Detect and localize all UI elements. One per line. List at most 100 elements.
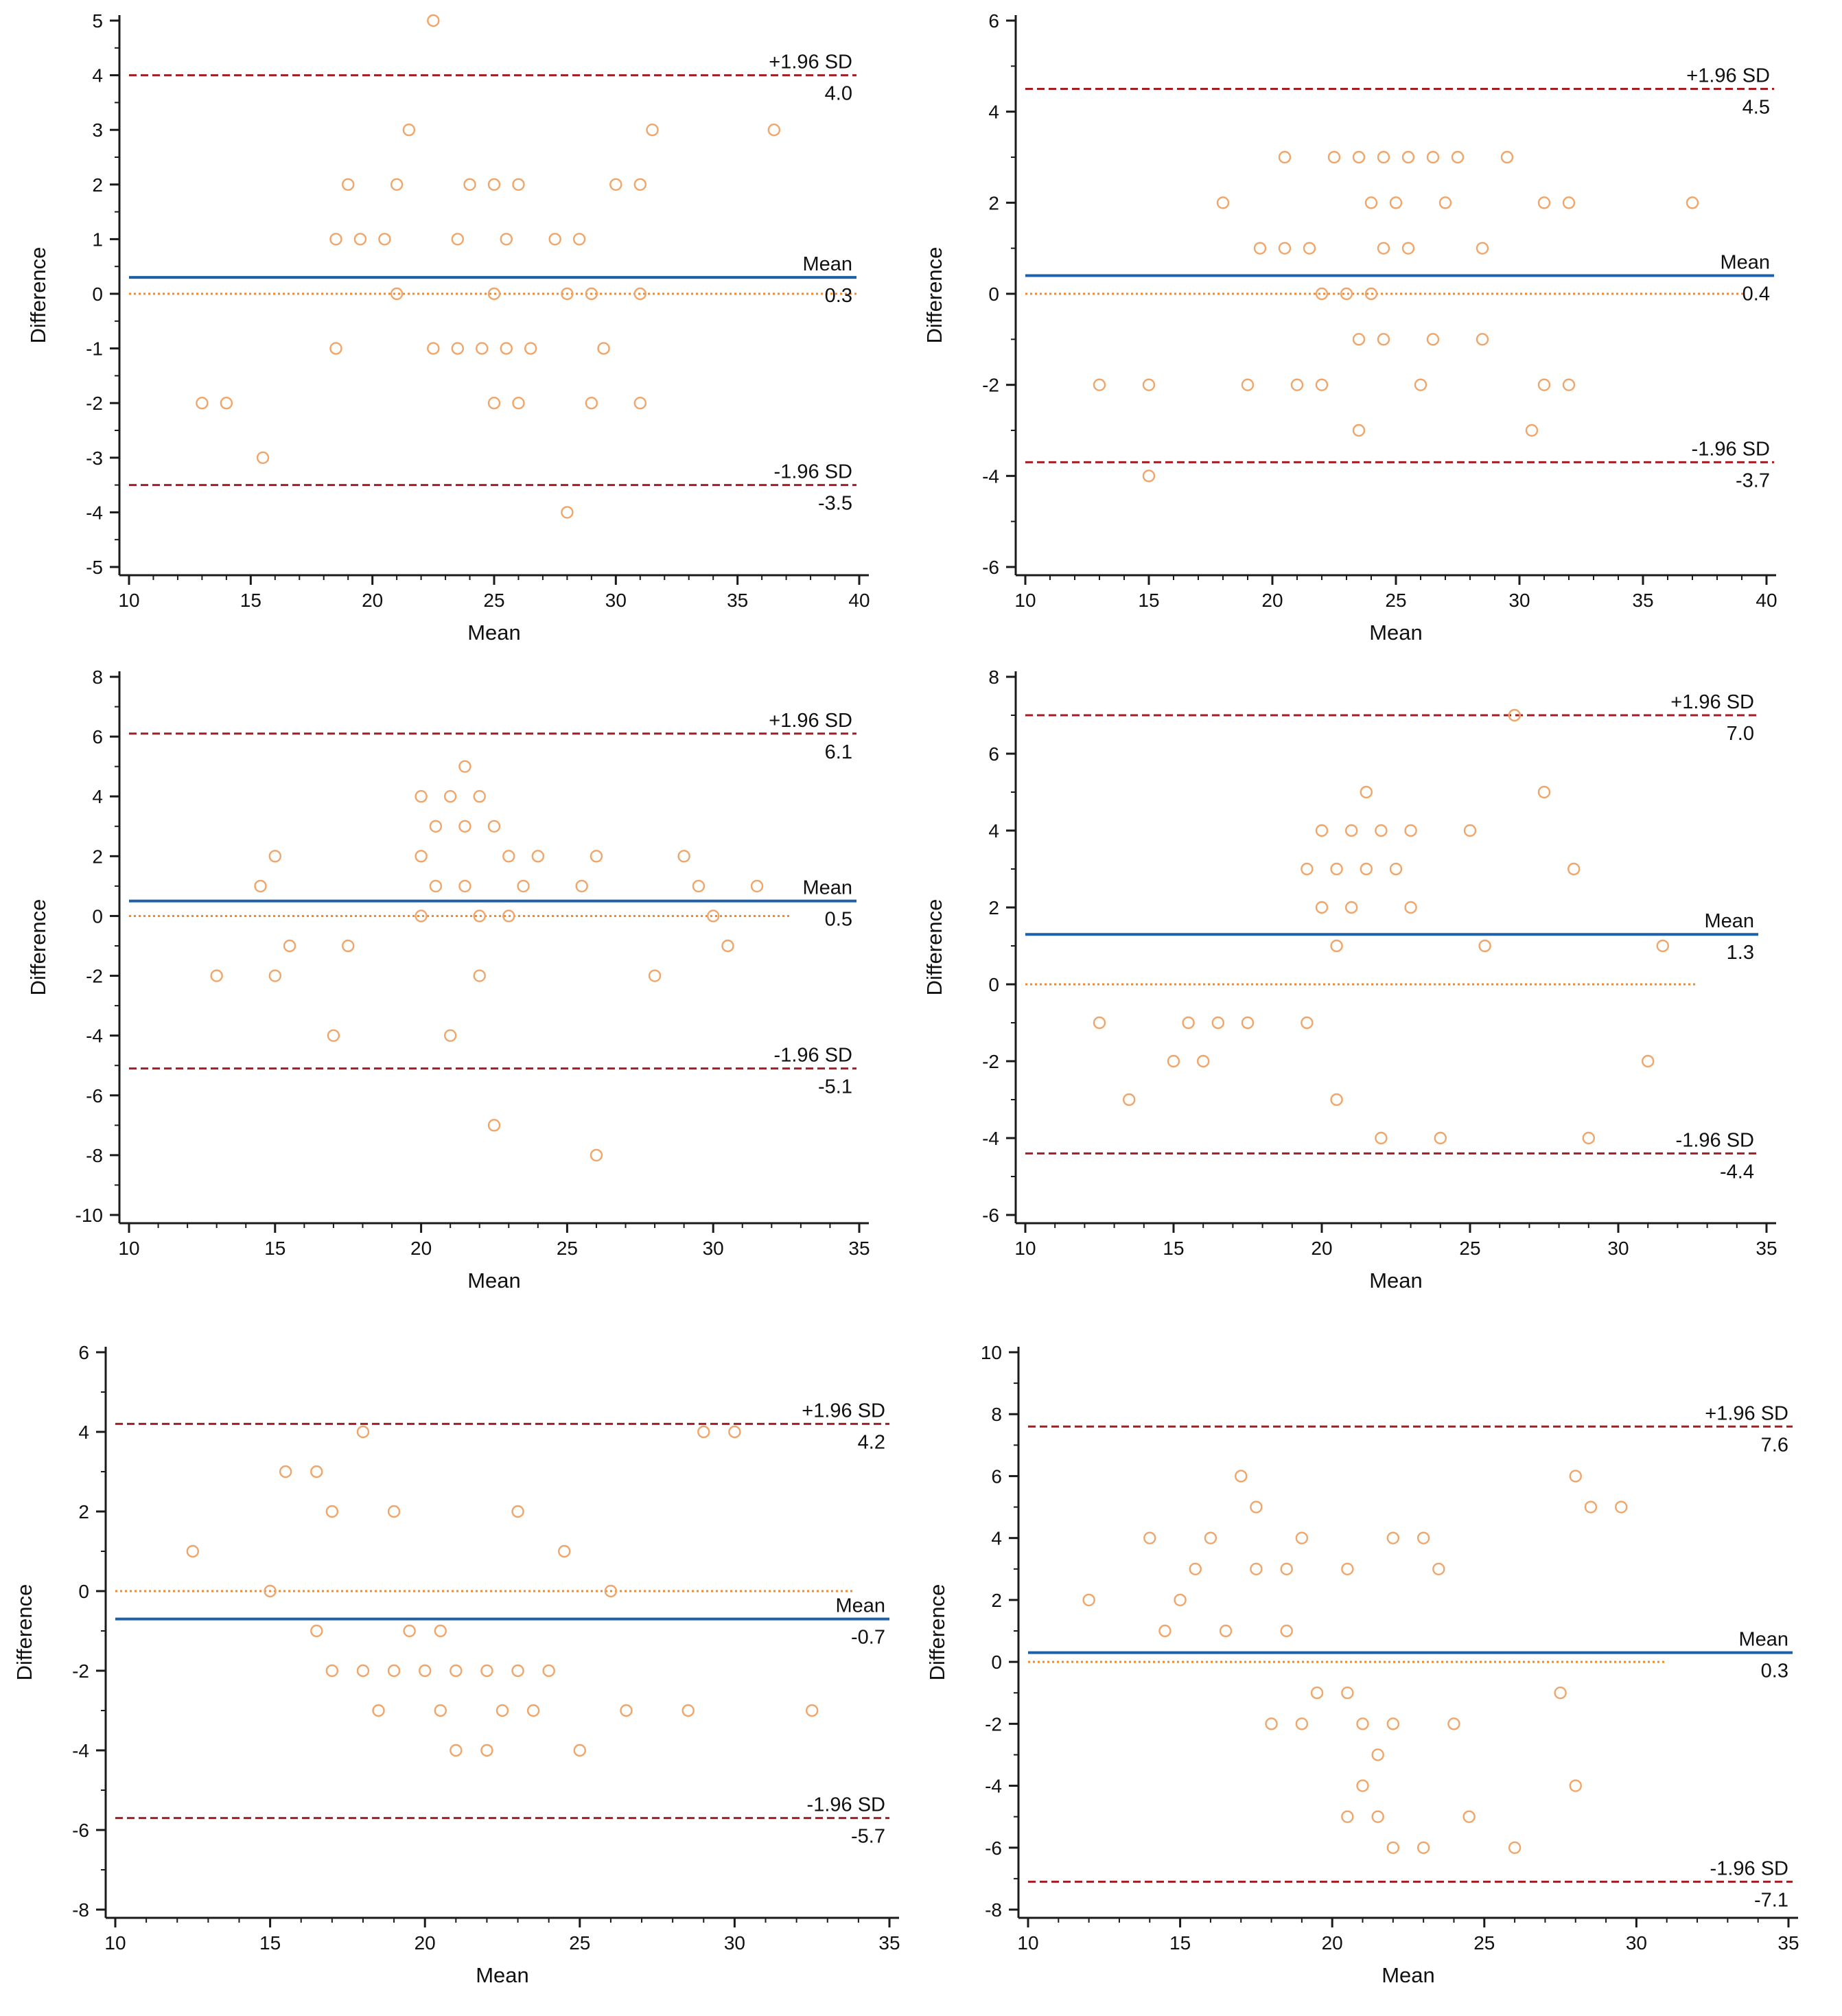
data-point	[1434, 1131, 1447, 1145]
data-point	[1093, 1016, 1106, 1030]
data-point	[1375, 1131, 1388, 1145]
data-point	[1330, 862, 1343, 876]
data-point	[1189, 1562, 1202, 1575]
data-point	[1278, 242, 1292, 255]
lower-limit-value: -7.1	[1754, 1889, 1788, 1911]
chart-panel-middle-left: -10 -8 -6 -4 -2 0 2 4 6 8 10 15 20 25 30 35 Mean Differen…	[26, 667, 870, 1293]
mean-label: Mean	[802, 877, 852, 899]
data-point	[573, 1743, 586, 1757]
data-point	[473, 790, 486, 803]
data-point	[1295, 1531, 1309, 1544]
y-tick-label: -4	[86, 502, 103, 523]
data-point	[1315, 901, 1329, 914]
y-tick-label: 0	[92, 283, 103, 305]
data-point	[692, 879, 706, 893]
data-point	[390, 178, 404, 191]
lower-limit-label: -1.96 SD	[1676, 1129, 1754, 1151]
upper-limit-value: 4.5	[1742, 97, 1770, 119]
mean-value: 1.3	[1727, 942, 1754, 964]
x-tick-label: 35	[1756, 1238, 1777, 1259]
x-tick-label: 20	[1322, 1932, 1343, 1954]
data-point	[1451, 150, 1465, 164]
y-tick-label: 0	[988, 974, 999, 995]
data-point	[1401, 150, 1415, 164]
data-point	[451, 233, 464, 246]
chart-panel-bottom-right: -8 -6 -4 -2 0 2 4 6 8 10 10 15 20 25 30 35 Mean Differenc…	[925, 1342, 1799, 1987]
data-point	[387, 1505, 401, 1518]
data-point	[561, 506, 574, 519]
data-point	[1265, 1717, 1278, 1730]
chart-panel-bottom-left: -8 -6 -4 -2 0 2 4 6 10 15 20 25 30 35 Mean Difference +1…	[12, 1342, 900, 1987]
y-axis-title: Difference	[12, 1584, 36, 1681]
data-point	[1344, 824, 1358, 837]
data-point	[648, 969, 662, 982]
data-point	[1330, 1093, 1343, 1107]
data-point	[450, 1743, 463, 1757]
data-point	[1330, 939, 1343, 953]
y-tick-label: -6	[985, 1838, 1002, 1859]
y-tick-label: -2	[982, 1051, 999, 1072]
y-tick-label: 6	[988, 10, 999, 32]
data-point	[1615, 1501, 1628, 1514]
upper-limit-label: +1.96 SD	[769, 51, 852, 73]
chart-panel-middle-right: -6 -4 -2 0 2 4 6 8 10 15 20 25 30 35 Mean Difference +1.…	[922, 667, 1777, 1293]
data-point	[1219, 1624, 1233, 1638]
data-point	[1537, 196, 1551, 209]
data-point	[558, 1544, 571, 1558]
data-point	[1093, 378, 1106, 391]
data-point	[524, 342, 537, 355]
data-point	[1360, 785, 1373, 799]
data-point	[1364, 287, 1378, 301]
y-tick-label: 6	[78, 1342, 89, 1363]
data-point	[1371, 1810, 1384, 1823]
data-point	[1537, 378, 1551, 391]
data-point	[1478, 939, 1491, 953]
data-point	[1686, 196, 1699, 209]
data-point	[681, 1704, 695, 1717]
data-point	[1211, 1016, 1225, 1030]
data-point	[1290, 378, 1304, 391]
data-point	[1462, 1810, 1476, 1823]
y-tick-label: -1	[86, 338, 103, 360]
y-tick-label: -4	[985, 1776, 1002, 1797]
data-point	[458, 820, 471, 833]
y-tick-label: -8	[72, 1899, 89, 1921]
data-point	[1404, 824, 1417, 837]
x-tick-label: 10	[104, 1932, 126, 1954]
y-tick-label: -6	[72, 1820, 89, 1841]
data-point	[517, 879, 530, 893]
data-point	[1554, 1687, 1567, 1700]
x-tick-label: 20	[410, 1238, 432, 1259]
x-axis-title: Mean	[1382, 1963, 1435, 1987]
data-point	[633, 397, 646, 410]
data-point	[1142, 470, 1156, 483]
mean-value: 0.5	[825, 909, 852, 931]
y-tick-label: 2	[988, 192, 999, 213]
data-point	[254, 879, 267, 893]
data-point	[728, 1425, 741, 1439]
data-point	[342, 939, 355, 953]
x-tick-label: 25	[557, 1238, 578, 1259]
y-tick-label: 3	[92, 119, 103, 141]
x-tick-label: 30	[1607, 1238, 1629, 1259]
data-point	[1303, 242, 1316, 255]
data-point	[1182, 1016, 1195, 1030]
data-point	[268, 969, 281, 982]
data-point	[325, 1505, 339, 1518]
data-point	[1426, 150, 1440, 164]
data-point	[372, 1704, 385, 1717]
y-axis-title: Difference	[26, 247, 50, 344]
lower-limit-label: -1.96 SD	[774, 1045, 852, 1067]
data-point	[210, 969, 223, 982]
data-point	[1158, 1624, 1171, 1638]
x-tick-label: 30	[1508, 590, 1530, 611]
chart-panel-top-left: -5 -4 -3 -2 -1 0 1 2 3 4 5 10 15 20 25 30 35 40 Mean Differ…	[26, 10, 870, 645]
data-point	[1315, 378, 1329, 391]
x-tick-label: 30	[724, 1932, 745, 1954]
upper-limit-label: +1.96 SD	[1670, 691, 1754, 713]
data-point	[697, 1425, 710, 1439]
data-point	[1216, 196, 1230, 209]
data-point	[415, 909, 428, 923]
data-point	[1508, 708, 1522, 722]
